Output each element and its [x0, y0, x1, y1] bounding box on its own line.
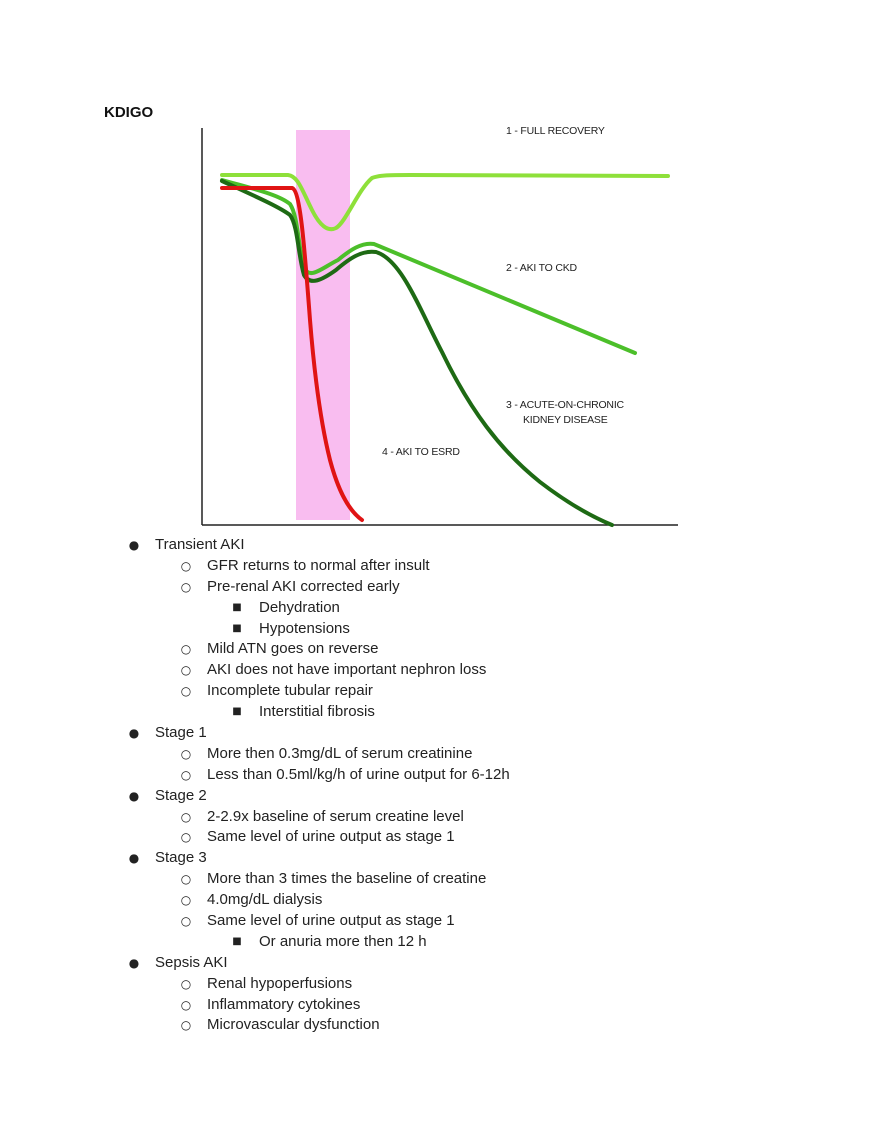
bullet-square-icon: ■	[232, 706, 242, 718]
list-item-text: Pre-renal AKI corrected early	[207, 577, 400, 595]
list-item-text: Same level of urine output as stage 1	[207, 912, 455, 930]
bullet-circle-icon: ○	[180, 642, 192, 657]
list-item-text: Same level of urine output as stage 1	[207, 828, 455, 846]
list-item: ○ Incomplete tubular repair	[0, 681, 880, 702]
list-item: ○ More than 3 times the baseline of creat…	[0, 869, 880, 890]
list-item-text: Stage 3	[155, 849, 207, 867]
list-item: ○ Inflammatory cytokines	[0, 995, 880, 1016]
label-acute-on-chronic-line-2: KIDNEY DISEASE	[523, 414, 608, 426]
bullet-circle-icon: ○	[180, 746, 192, 761]
list-item-text: More than 3 times the baseline of creati…	[207, 870, 487, 888]
list-item: ○ Renal hypoperfusions	[0, 974, 880, 995]
bullet-circle-icon: ○	[180, 976, 192, 991]
bullet-circle-icon: ○	[180, 914, 192, 929]
label-aki-to-esrd-line-1: 4 - AKI TO ESRD	[382, 446, 460, 458]
list-item-text: Mild ATN goes on reverse	[207, 640, 379, 658]
list-item-text: Transient AKI	[155, 536, 245, 553]
list-item: ○ Same level of urine output as stage 1	[0, 911, 880, 932]
bullet-square-icon: ■	[232, 622, 242, 634]
label-acute-on-chronic: 3 - ACUTE-ON-CHRONIC KIDNEY DISEASE	[506, 399, 625, 426]
list-item-text: Hypotensions	[259, 619, 350, 637]
list-item: ○ Pre-renal AKI corrected early	[0, 577, 880, 598]
list-item-text: Dehydration	[259, 598, 340, 616]
aki-outcomes-diagram: 1 - FULL RECOVERY 2 - AKI TO CKD 3 - ACU…	[201, 125, 678, 527]
list-item: ● Stage 3	[0, 848, 880, 869]
list-item: ○ Less than 0.5ml/kg/h of urine output fo…	[0, 765, 880, 786]
curve-acute-on-chronic	[220, 179, 614, 527]
list-item: ■ Hypotensions	[0, 619, 880, 640]
bullet-circle-icon: ○	[180, 809, 192, 824]
bullet-circle-icon: ○	[180, 1018, 192, 1033]
list-item: ■ Dehydration	[0, 598, 880, 619]
label-aki-to-ckd: 2 - AKI TO CKD	[506, 262, 578, 274]
bullet-disc-icon: ●	[128, 788, 140, 803]
label-aki-to-esrd: 4 - AKI TO ESRD	[382, 446, 461, 458]
list-item-text: Incomplete tubular repair	[207, 682, 373, 700]
list-item: ○ Microvascular dysfunction	[0, 1015, 880, 1036]
bullet-circle-icon: ○	[180, 830, 192, 845]
bullet-circle-icon: ○	[180, 663, 192, 678]
list-item: ● Sepsis AKI	[0, 953, 880, 974]
label-full-recovery-line-1: 1 - FULL RECOVERY	[506, 125, 605, 137]
bullet-circle-icon: ○	[180, 684, 192, 699]
bullet-disc-icon: ●	[128, 851, 140, 866]
bullet-disc-icon: ●	[128, 538, 140, 552]
bullet-list: ● Transient AKI ○ GFR returns to normal aft…	[0, 535, 880, 1036]
list-item-text: AKI does not have important nephron loss	[207, 661, 487, 679]
bullet-square-icon: ■	[232, 935, 242, 947]
list-item: ○ GFR returns to normal after insult	[0, 556, 880, 577]
label-acute-on-chronic-line-1: 3 - ACUTE-ON-CHRONIC	[506, 399, 625, 411]
list-item-text: GFR returns to normal after insult	[207, 556, 430, 574]
list-item: ● Stage 2	[0, 786, 880, 807]
list-item-text: 2-2.9x baseline of serum creatine level	[207, 807, 464, 825]
bullet-circle-icon: ○	[180, 767, 192, 782]
list-item-text: Sepsis AKI	[155, 953, 228, 971]
insult-band	[296, 130, 350, 520]
aki-outcomes-figure: 1 - FULL RECOVERY 2 - AKI TO CKD 3 - ACU…	[180, 120, 700, 540]
list-item: ■ Interstitial fibrosis	[0, 702, 880, 723]
bullet-circle-icon: ○	[180, 997, 192, 1012]
label-full-recovery: 1 - FULL RECOVERY	[506, 125, 605, 137]
list-item: ○ Same level of urine output as stage 1	[0, 827, 880, 848]
list-item: ■ Or anuria more then 12 h	[0, 932, 880, 953]
list-item-text: Microvascular dysfunction	[207, 1016, 380, 1034]
list-item: ● Transient AKI	[0, 535, 880, 556]
bullet-circle-icon: ○	[180, 579, 192, 594]
curve-aki-to-esrd	[220, 186, 364, 522]
bullet-circle-icon: ○	[180, 558, 192, 573]
curve-full-recovery	[220, 172, 670, 232]
bullet-disc-icon: ●	[128, 955, 140, 970]
bullet-circle-icon: ○	[180, 893, 192, 908]
list-item: ○ Mild ATN goes on reverse	[0, 639, 880, 660]
list-item-text: Stage 2	[155, 786, 207, 804]
list-item-text: Or anuria more then 12 h	[259, 932, 427, 950]
list-item-text: Inflammatory cytokines	[207, 995, 361, 1013]
list-item: ○ 2-2.9x baseline of serum creatine level	[0, 807, 880, 828]
list-item-text: Renal hypoperfusions	[207, 974, 353, 992]
page-heading: KDIGO	[104, 104, 154, 121]
bullet-disc-icon: ●	[128, 726, 140, 741]
list-item-text: 4.0mg/dL dialysis	[207, 891, 323, 909]
list-item: ○ 4.0mg/dL dialysis	[0, 890, 880, 911]
list-item: ● Stage 1	[0, 723, 880, 744]
list-item: ○ More then 0.3mg/dL of serum creatinine	[0, 744, 880, 765]
list-item: ○ AKI does not have important nephron los…	[0, 660, 880, 681]
bullet-circle-icon: ○	[180, 872, 192, 887]
list-item-text: Interstitial fibrosis	[259, 703, 375, 721]
bullet-square-icon: ■	[232, 601, 242, 613]
list-item-text: Less than 0.5ml/kg/h of urine output for…	[207, 765, 510, 783]
label-aki-to-ckd-line-1: 2 - AKI TO CKD	[506, 262, 578, 274]
list-item-text: More then 0.3mg/dL of serum creatinine	[207, 744, 473, 762]
list-item-text: Stage 1	[155, 724, 207, 742]
